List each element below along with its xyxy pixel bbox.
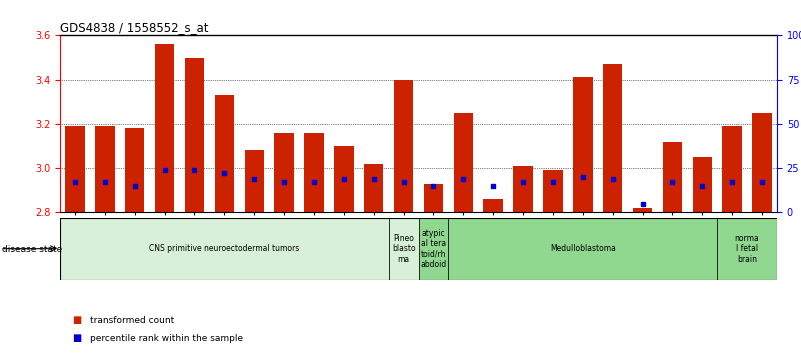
Text: Medulloblastoma: Medulloblastoma — [549, 244, 616, 253]
Text: norma
l fetal
brain: norma l fetal brain — [735, 234, 759, 264]
Bar — [513, 166, 533, 212]
Bar — [603, 64, 622, 212]
Bar — [364, 164, 384, 212]
Bar — [717, 218, 777, 280]
Text: ■: ■ — [72, 333, 82, 343]
Bar — [573, 78, 593, 212]
Text: ■: ■ — [72, 315, 82, 325]
Text: Pineo
blasto
ma: Pineo blasto ma — [392, 234, 416, 264]
Bar — [125, 129, 144, 212]
Bar — [304, 133, 324, 212]
Bar — [244, 150, 264, 212]
Text: atypic
al tera
toid/rh
abdoid: atypic al tera toid/rh abdoid — [421, 229, 447, 269]
Text: transformed count: transformed count — [90, 316, 174, 325]
Bar — [484, 199, 503, 212]
Bar — [275, 133, 294, 212]
Bar — [185, 58, 204, 212]
Bar — [543, 170, 562, 212]
Bar — [388, 218, 418, 280]
Bar — [693, 157, 712, 212]
Bar — [752, 113, 771, 212]
Bar — [453, 113, 473, 212]
Bar — [418, 218, 449, 280]
Text: GDS4838 / 1558552_s_at: GDS4838 / 1558552_s_at — [60, 21, 208, 34]
Bar — [633, 208, 652, 212]
Bar — [60, 218, 388, 280]
Bar — [95, 126, 115, 212]
Bar — [424, 184, 443, 212]
Text: disease state: disease state — [2, 245, 62, 254]
Bar — [334, 146, 353, 212]
Bar — [394, 80, 413, 212]
Text: percentile rank within the sample: percentile rank within the sample — [90, 333, 243, 343]
Bar — [449, 218, 717, 280]
Bar — [662, 142, 682, 212]
Text: CNS primitive neuroectodermal tumors: CNS primitive neuroectodermal tumors — [149, 244, 300, 253]
Bar — [215, 95, 234, 212]
Bar — [155, 44, 175, 212]
Bar — [723, 126, 742, 212]
Bar — [66, 126, 85, 212]
